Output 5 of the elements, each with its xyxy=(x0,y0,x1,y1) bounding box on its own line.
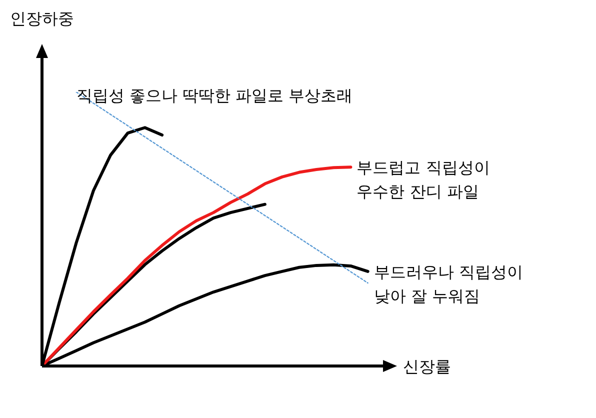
series-label: 부드러우나 직립성이 낮아 잘 누워짐 xyxy=(374,262,523,306)
series-label: 부드럽고 직립성이 우수한 잔디 파일 xyxy=(356,158,490,202)
y-axis-title: 인장하중 xyxy=(10,9,74,28)
series-label: 직립성 좋으나 딱딱한 파일로 부상초래 xyxy=(76,86,353,106)
x-axis-title: 신장률 xyxy=(403,357,451,376)
